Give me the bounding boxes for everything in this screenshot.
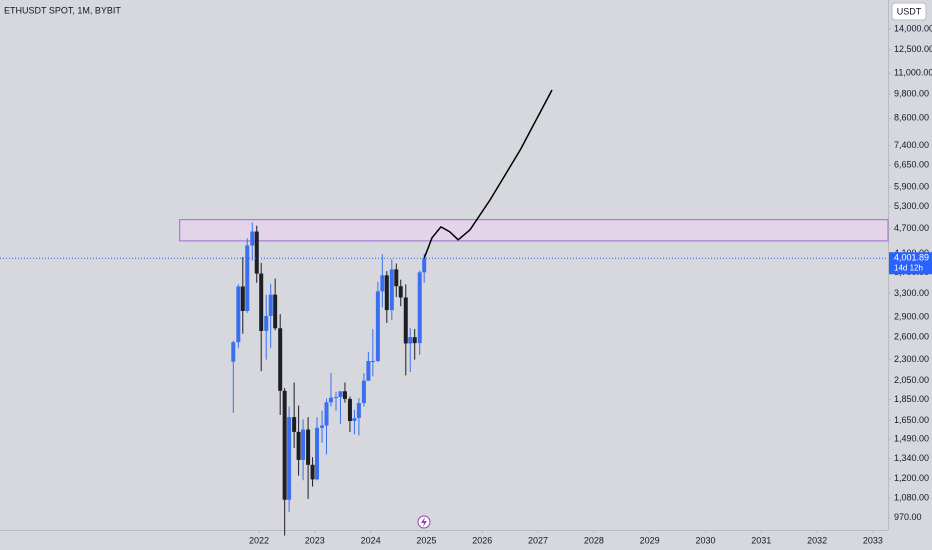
y-tick-label: 2,900.00 (894, 312, 929, 322)
candle-body (231, 342, 236, 362)
candle-body (268, 294, 273, 316)
y-tick-label: 4,700.00 (894, 223, 929, 233)
x-tick-label: 2022 (249, 535, 269, 545)
chart-title: ETHUSDT SPOT, 1M, BYBIT (4, 5, 121, 15)
event-bolt[interactable] (421, 517, 427, 527)
candle-body (310, 464, 315, 480)
y-tick-label: 1,080.00 (894, 492, 929, 502)
y-tick-label: 3,300.00 (894, 288, 929, 298)
x-tick-label: 2029 (640, 535, 660, 545)
y-tick-label: 1,200.00 (894, 473, 929, 483)
candle-body (287, 417, 292, 500)
candle-body (361, 380, 366, 403)
x-tick-label: 2028 (584, 535, 604, 545)
zone (179, 219, 889, 242)
countdown-label: 14d 12h (894, 263, 923, 272)
candle-body (398, 286, 403, 298)
candle-body (328, 397, 333, 403)
candle-body (334, 397, 338, 399)
plot-area (0, 89, 889, 536)
candle-body (301, 429, 306, 460)
x-tick-label: 2030 (695, 535, 715, 545)
candle-body (245, 245, 250, 311)
x-tick-label: 2025 (416, 535, 436, 545)
y-tick-label: 1,340.00 (894, 453, 929, 463)
y-tick-label: 14,000.00 (894, 23, 932, 33)
candle-body (412, 337, 417, 344)
candle-body (342, 391, 347, 399)
candle-body (240, 286, 245, 311)
x-tick-label: 2031 (751, 535, 771, 545)
candle-body (408, 337, 413, 344)
x-tick-label: 2026 (472, 535, 492, 545)
candle-body (375, 291, 380, 361)
y-tick-label: 2,050.00 (894, 375, 929, 385)
event-icon[interactable] (417, 515, 431, 529)
y-tick-label: 9,800.00 (894, 89, 929, 99)
candle-body (315, 427, 320, 480)
candle-body (356, 402, 361, 419)
y-tick-label: 1,850.00 (894, 394, 929, 404)
x-tick-label: 2032 (807, 535, 827, 545)
candle-body (403, 297, 408, 344)
candle-body (389, 269, 394, 311)
y-tick-label: 970.00 (894, 512, 922, 522)
y-tick-label: 2,600.00 (894, 332, 929, 342)
candle-body (384, 275, 389, 311)
candle-body (394, 269, 399, 287)
candle-body (380, 275, 385, 292)
candle-body (236, 286, 241, 343)
currency-label[interactable]: USDT (897, 6, 922, 16)
y-tick-label: 5,900.00 (894, 182, 929, 192)
candle-body (282, 390, 287, 500)
last-price-label: 4,001.89 (894, 253, 929, 263)
projection-line (423, 89, 553, 259)
candle-body (422, 258, 427, 273)
candle-body (254, 231, 259, 274)
y-tick-label: 7,400.00 (894, 140, 929, 150)
y-tick-label: 1,650.00 (894, 415, 929, 425)
candle-body (278, 328, 283, 391)
candle-body (320, 425, 325, 428)
last-price-tag (889, 252, 932, 275)
candle-body (324, 402, 329, 426)
candle-body (370, 360, 375, 362)
x-tick-label: 2023 (305, 535, 325, 545)
candle-body (292, 417, 297, 432)
y-tick-label: 11,000.00 (894, 67, 932, 77)
candle-body (273, 294, 278, 329)
candle-body (296, 431, 301, 460)
x-tick-label: 2027 (528, 535, 548, 545)
y-tick-label: 6,650.00 (894, 160, 929, 170)
y-tick-label: 12,500.00 (894, 44, 932, 54)
overlay: 14,000.00 12,500.00 11,000.00 9,800.00 8,600… (249, 23, 932, 545)
currency-button[interactable] (891, 2, 927, 21)
y-tick-label: 8,600.00 (894, 113, 929, 123)
candle-body (264, 315, 269, 331)
candle-body (352, 418, 357, 422)
y-tick-label: 2,300.00 (894, 354, 929, 364)
candle-body (259, 273, 264, 331)
y-tick-label: 1,490.00 (894, 433, 929, 443)
candle-body (250, 231, 255, 246)
candle-body (417, 272, 422, 344)
y-tick-label: 5,300.00 (894, 201, 929, 211)
candle-body (347, 398, 352, 422)
candle-body (366, 361, 371, 381)
x-tick-label: 2033 (863, 535, 883, 545)
candle-body (306, 429, 311, 465)
x-tick-label: 2024 (361, 535, 381, 545)
candle-body (338, 391, 343, 398)
